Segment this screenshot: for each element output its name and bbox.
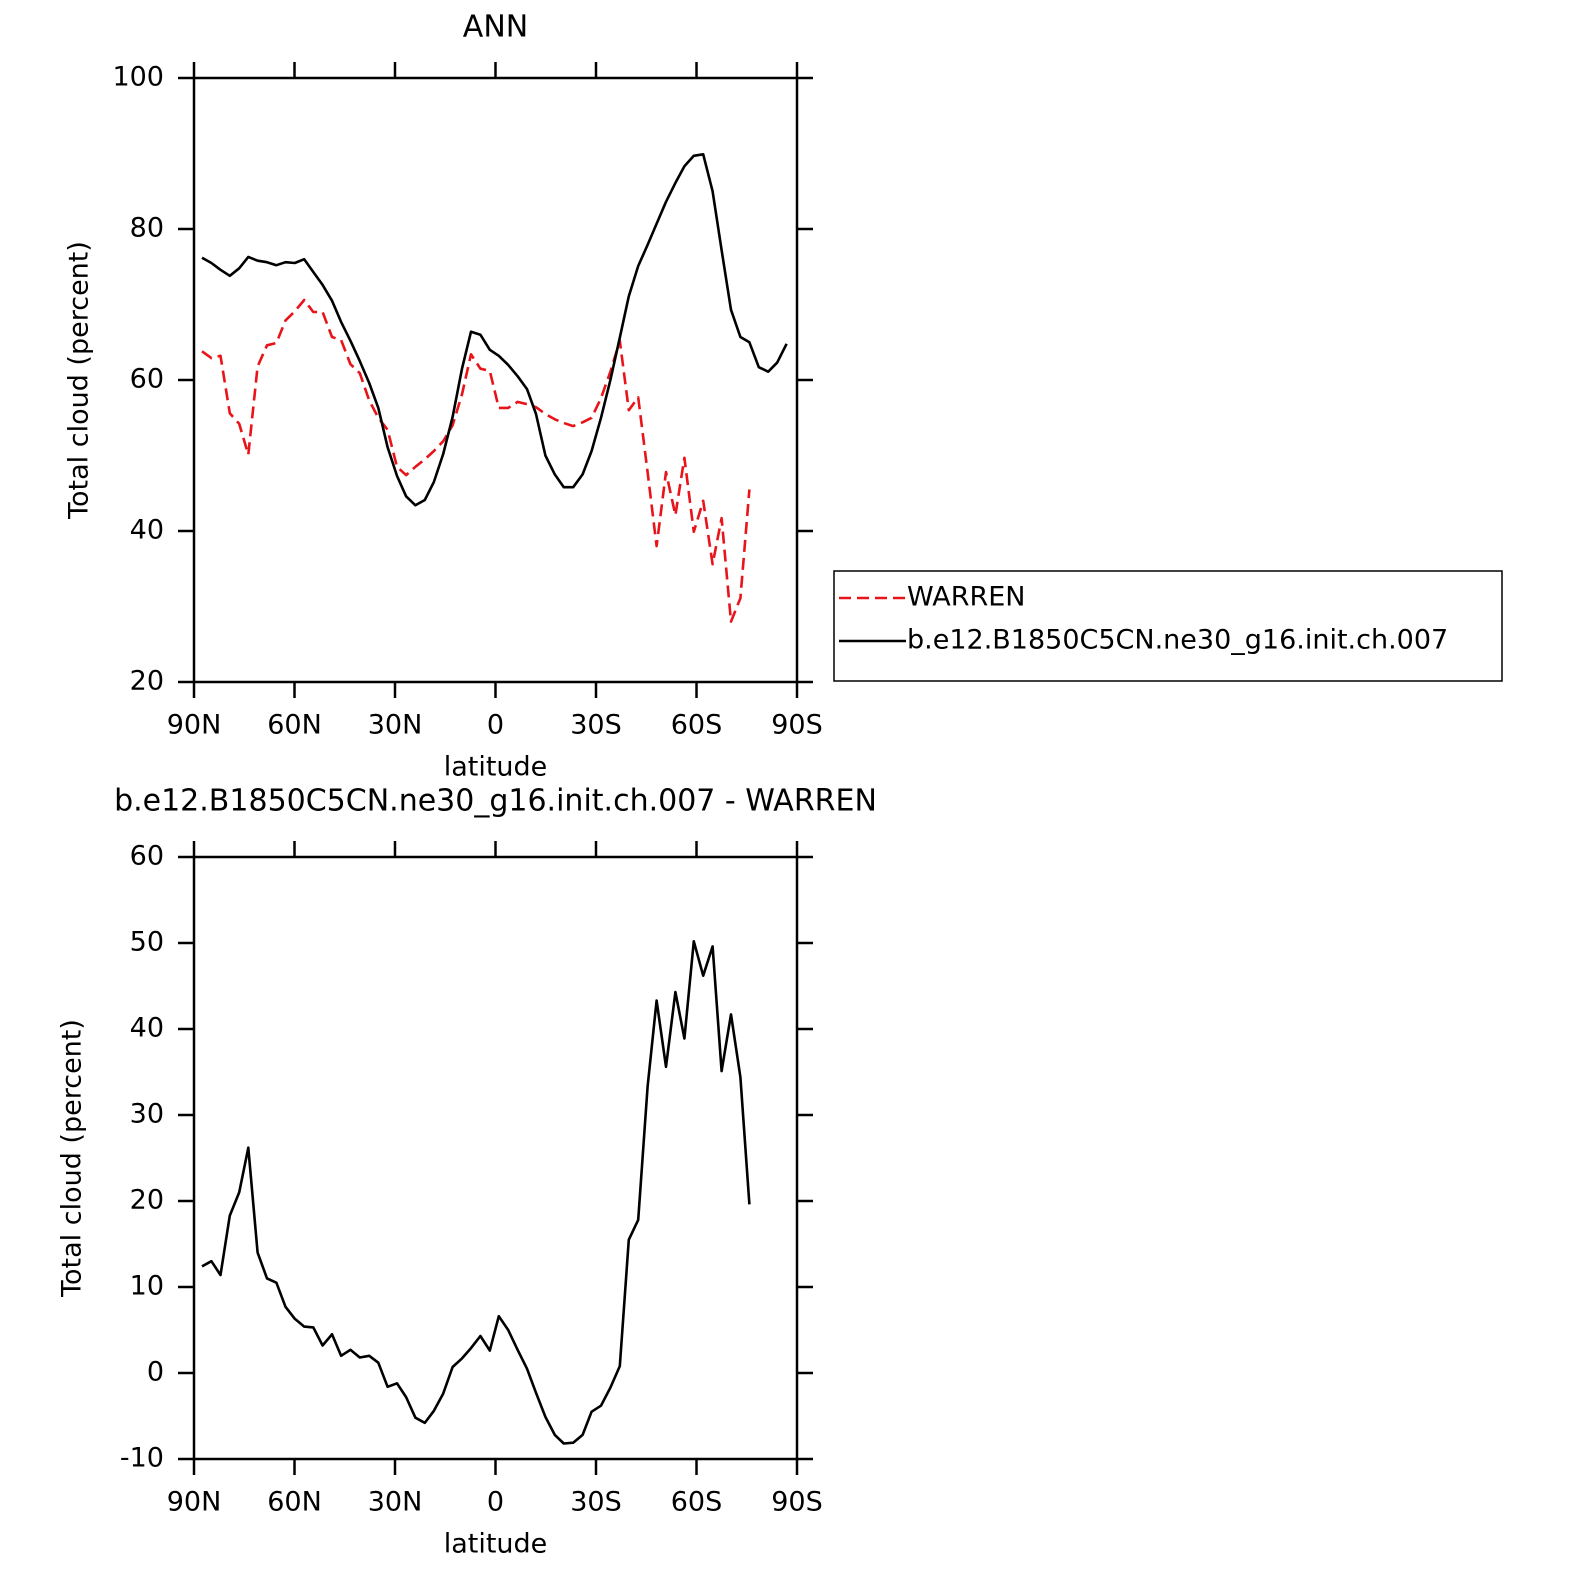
y-tick-label: 10 [130, 1271, 164, 1302]
x-tick-label: 60S [671, 710, 723, 741]
plot-frame [192, 855, 799, 1461]
y-tick-label: 50 [130, 927, 164, 958]
y-tick-label: 0 [147, 1357, 164, 1388]
x-tick-label: 90N [167, 710, 222, 741]
y-tick-label: -10 [120, 1443, 164, 1474]
y-tick-label: 40 [130, 515, 164, 546]
x-tick-label: 90S [771, 1487, 823, 1518]
x-tick-label: 60N [267, 710, 322, 741]
legend-label: b.e12.B1850C5CN.ne30_g16.init.ch.007 [907, 625, 1448, 656]
y-tick-label: 20 [130, 666, 164, 697]
y-tick-label: 60 [130, 364, 164, 395]
line-series [201, 153, 788, 507]
y-axis-label: Total cloud (percent) [57, 1019, 88, 1298]
y-tick-label: 60 [130, 841, 164, 872]
legend-box [833, 570, 1503, 682]
y-tick-label: 20 [130, 1185, 164, 1216]
chart-title: ANN [463, 10, 528, 45]
x-tick-label: 30N [368, 1487, 423, 1518]
y-tick-label: 80 [130, 213, 164, 244]
x-tick-label: 30S [570, 710, 622, 741]
y-tick-label: 40 [130, 1013, 164, 1044]
line-series [201, 940, 751, 1445]
x-tick-label: 30S [570, 1487, 622, 1518]
line-series [201, 298, 751, 623]
x-axis-label: latitude [444, 1529, 548, 1560]
y-tick-label: 30 [130, 1099, 164, 1130]
legend-label: WARREN [907, 582, 1025, 613]
x-tick-label: 90S [771, 710, 823, 741]
chart-title: b.e12.B1850C5CN.ne30_g16.init.ch.007 - W… [114, 784, 877, 819]
y-tick-label: 100 [112, 62, 164, 93]
x-tick-label: 0 [487, 710, 504, 741]
x-tick-label: 60N [267, 1487, 322, 1518]
x-tick-label: 60S [671, 1487, 723, 1518]
x-axis-label: latitude [444, 752, 548, 783]
x-tick-label: 90N [167, 1487, 222, 1518]
x-tick-label: 30N [368, 710, 423, 741]
y-axis-label: Total cloud (percent) [64, 241, 95, 520]
x-tick-label: 0 [487, 1487, 504, 1518]
plot-frame [192, 76, 799, 684]
